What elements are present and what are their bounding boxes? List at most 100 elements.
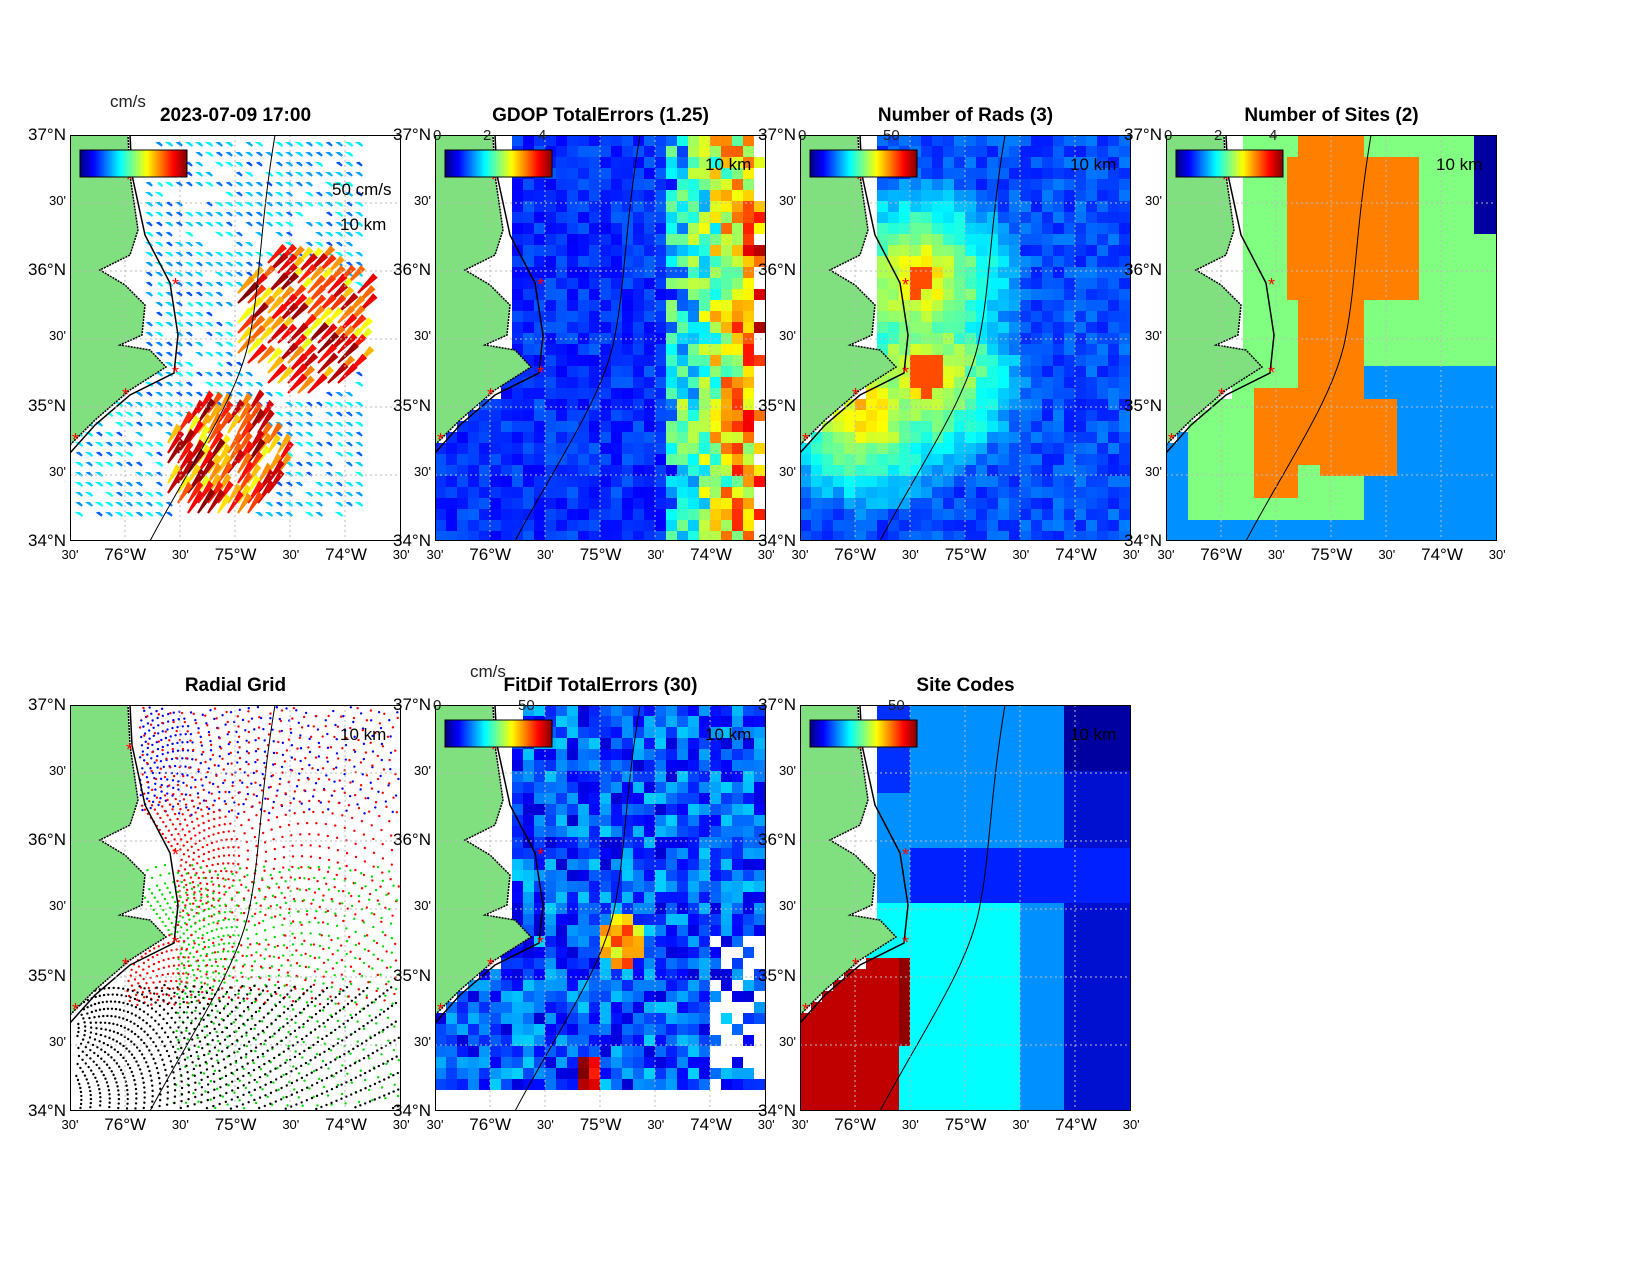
y-tick-label: 37°N xyxy=(28,125,66,144)
panel-title: 2023-07-09 17:00 xyxy=(159,105,312,126)
x-tick-label: 30' xyxy=(282,547,300,562)
site-marker-icon: * xyxy=(902,275,909,295)
y-tick-label: 34°N xyxy=(758,1101,796,1121)
panel-title: Radial Grid xyxy=(184,675,287,696)
colorbar-tick: 0 xyxy=(433,697,442,714)
colorbar-tick: 0 xyxy=(433,127,442,144)
y-tick-label: 34°N xyxy=(1124,531,1162,551)
y-tick-label: 35°N xyxy=(393,965,431,985)
y-tick-label: 30' xyxy=(1145,463,1162,479)
distance-scale-label: 10 km xyxy=(1070,155,1117,174)
colorbar-tick: 0 xyxy=(1164,127,1173,144)
distance-scale-label: 10 km xyxy=(1070,725,1117,744)
site-marker-icon: * xyxy=(852,385,859,405)
site-marker-icon: * xyxy=(487,955,494,975)
colorbar xyxy=(444,719,553,748)
y-tick-label: 34°N xyxy=(393,1101,431,1121)
map-nrads: * * * * * xyxy=(800,135,1131,541)
x-tick-label: 30' xyxy=(1012,1117,1030,1132)
site-marker-icon: * xyxy=(122,955,129,975)
unit-label: cm/s xyxy=(470,662,506,681)
x-tick-label: 74°W xyxy=(1421,545,1463,564)
y-tick-label: 30' xyxy=(779,463,796,479)
y-tick-label: 30' xyxy=(414,762,431,778)
x-tick-label: 30' xyxy=(647,1117,665,1132)
x-tick-label: 74°W xyxy=(1055,545,1097,564)
y-tick-label: 34°N xyxy=(758,531,796,551)
vector-scale-label: 50 cm/s xyxy=(332,180,392,199)
y-tick-label: 30' xyxy=(779,898,796,914)
colorbar xyxy=(809,719,918,748)
site-marker-icon: * xyxy=(437,1000,444,1020)
figure: * * * * * 2023-07-09 17:00 cm/s 50 cm/s 10 km 37°… xyxy=(28,92,1506,1134)
site-marker-icon: * xyxy=(172,933,179,953)
map-totals: * * * * * xyxy=(70,135,401,541)
y-tick-label: 36°N xyxy=(28,260,66,280)
colorbar xyxy=(444,149,553,178)
x-tick-label: 74°W xyxy=(325,1115,367,1134)
x-tick-label: 30' xyxy=(392,1117,410,1132)
site-marker-icon: * xyxy=(1218,385,1225,405)
site-marker-icon: * xyxy=(902,845,909,865)
map-panel-radgrid: * * * * * Radial Grid 10 km 37°N 30' 36°N 30' 35°N 3… xyxy=(28,675,410,1134)
site-marker-icon: * xyxy=(856,170,863,190)
x-tick-label: 76°W xyxy=(469,1115,512,1134)
x-tick-label: 30' xyxy=(791,547,809,562)
land-icon xyxy=(800,135,898,447)
colorbar-tick: 50 xyxy=(888,697,905,714)
y-tick-label: 35°N xyxy=(758,395,796,415)
x-tick-label: 76°W xyxy=(104,545,147,564)
x-tick-label: 30' xyxy=(536,1117,554,1132)
colorbar-tick: 4 xyxy=(1269,127,1278,144)
y-tick-label: 37°N xyxy=(28,695,66,714)
x-tick-label: 30' xyxy=(647,547,665,562)
x-tick-label: 75°W xyxy=(944,545,987,564)
site-marker-icon: * xyxy=(1268,363,1275,383)
y-tick-label: 35°N xyxy=(758,965,796,985)
y-tick-label: 30' xyxy=(1145,192,1162,208)
map-panel-totals: * * * * * 2023-07-09 17:00 cm/s 50 cm/s 10 km 37°… xyxy=(28,92,410,564)
y-tick-label: 30' xyxy=(49,328,66,344)
x-tick-label: 76°W xyxy=(469,545,512,564)
y-tick-label: 35°N xyxy=(1124,395,1162,415)
colorbar-tick: 4 xyxy=(538,127,547,144)
y-tick-label: 36°N xyxy=(1124,260,1162,280)
x-tick-label: 76°W xyxy=(104,1115,147,1134)
y-tick-label: 35°N xyxy=(28,395,66,415)
site-marker-icon: * xyxy=(537,933,544,953)
y-tick-label: 30' xyxy=(49,463,66,479)
distance-scale-label: 10 km xyxy=(340,215,387,234)
x-tick-label: 30' xyxy=(1012,547,1030,562)
site-marker-icon: * xyxy=(122,385,129,405)
site-marker-icon: * xyxy=(72,1000,79,1020)
y-tick-label: 30' xyxy=(779,1033,796,1049)
land-icon xyxy=(435,705,533,1017)
y-tick-label: 30' xyxy=(1145,328,1162,344)
x-tick-label: 30' xyxy=(757,1117,775,1132)
y-tick-label: 30' xyxy=(414,1033,431,1049)
map-panel-nrads: * * * * * Number of Rads (3) 0 50 10 km 37°N 30' 36… xyxy=(758,105,1140,564)
site-marker-icon: * xyxy=(126,170,133,190)
distance-scale-label: 10 km xyxy=(705,725,752,744)
x-tick-label: 75°W xyxy=(944,1115,987,1134)
y-tick-label: 37°N xyxy=(1124,125,1162,144)
site-marker-icon: * xyxy=(902,933,909,953)
land-icon xyxy=(70,135,168,447)
y-tick-label: 36°N xyxy=(393,260,431,280)
x-tick-label: 30' xyxy=(757,547,775,562)
land-icon xyxy=(800,705,898,1017)
x-tick-label: 75°W xyxy=(214,545,257,564)
site-marker-icon: * xyxy=(1268,275,1275,295)
site-marker-icon: * xyxy=(491,740,498,760)
site-marker-icon: * xyxy=(172,363,179,383)
colorbar-tick: 2 xyxy=(1214,127,1223,144)
distance-scale-label: 10 km xyxy=(340,725,387,744)
x-tick-label: 30' xyxy=(392,547,410,562)
x-tick-label: 30' xyxy=(426,547,444,562)
x-tick-label: 30' xyxy=(1488,547,1506,562)
x-tick-label: 30' xyxy=(901,547,919,562)
map-gdop: * * * * * xyxy=(435,135,766,541)
x-tick-label: 76°W xyxy=(834,1115,877,1134)
map-panel-nsites: * * * * * Number of Sites (2) 0 2 4 10 km 37°N 30' 3… xyxy=(1124,105,1506,564)
x-tick-label: 75°W xyxy=(214,1115,257,1134)
